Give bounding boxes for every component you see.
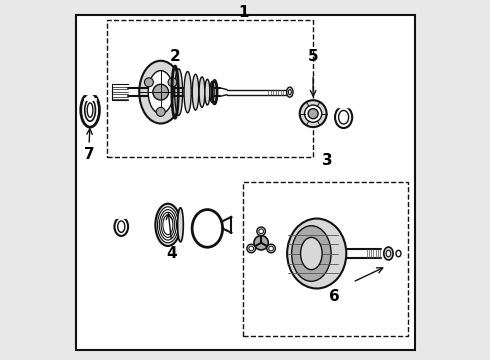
Ellipse shape: [87, 103, 93, 117]
Text: 7: 7: [84, 147, 94, 162]
Ellipse shape: [269, 246, 273, 251]
Text: 2: 2: [170, 49, 180, 64]
Ellipse shape: [300, 237, 322, 270]
Ellipse shape: [155, 204, 180, 246]
Ellipse shape: [210, 82, 214, 103]
Ellipse shape: [339, 111, 349, 124]
Ellipse shape: [300, 100, 326, 127]
Ellipse shape: [386, 250, 391, 257]
Ellipse shape: [161, 212, 175, 237]
Ellipse shape: [115, 217, 128, 236]
Ellipse shape: [177, 208, 183, 242]
Ellipse shape: [396, 250, 401, 257]
Ellipse shape: [81, 93, 99, 127]
Circle shape: [153, 84, 169, 100]
Text: 1: 1: [238, 5, 248, 20]
Text: 3: 3: [322, 153, 333, 168]
Ellipse shape: [287, 87, 293, 97]
Ellipse shape: [247, 244, 255, 253]
Ellipse shape: [304, 105, 322, 122]
Ellipse shape: [145, 78, 153, 87]
Ellipse shape: [205, 79, 210, 105]
Ellipse shape: [168, 78, 177, 87]
Ellipse shape: [163, 215, 173, 235]
Ellipse shape: [267, 244, 275, 253]
Ellipse shape: [292, 226, 331, 281]
Text: 4: 4: [166, 246, 177, 261]
Ellipse shape: [85, 99, 96, 121]
Ellipse shape: [118, 221, 125, 232]
Ellipse shape: [156, 107, 165, 116]
Circle shape: [254, 235, 269, 250]
Ellipse shape: [139, 61, 182, 123]
Ellipse shape: [157, 207, 178, 243]
Bar: [243, 182, 408, 336]
Ellipse shape: [192, 74, 199, 110]
Ellipse shape: [259, 229, 264, 234]
Ellipse shape: [184, 72, 191, 113]
Ellipse shape: [199, 77, 205, 107]
Ellipse shape: [287, 219, 346, 288]
Ellipse shape: [384, 247, 393, 260]
Ellipse shape: [257, 227, 266, 235]
Ellipse shape: [249, 246, 253, 251]
Text: 5: 5: [308, 49, 319, 64]
Ellipse shape: [148, 71, 173, 114]
Circle shape: [308, 109, 318, 119]
Ellipse shape: [289, 90, 291, 95]
Bar: [107, 21, 313, 157]
Ellipse shape: [335, 107, 352, 128]
Ellipse shape: [175, 69, 183, 116]
Ellipse shape: [159, 210, 176, 240]
Text: 6: 6: [329, 289, 340, 304]
